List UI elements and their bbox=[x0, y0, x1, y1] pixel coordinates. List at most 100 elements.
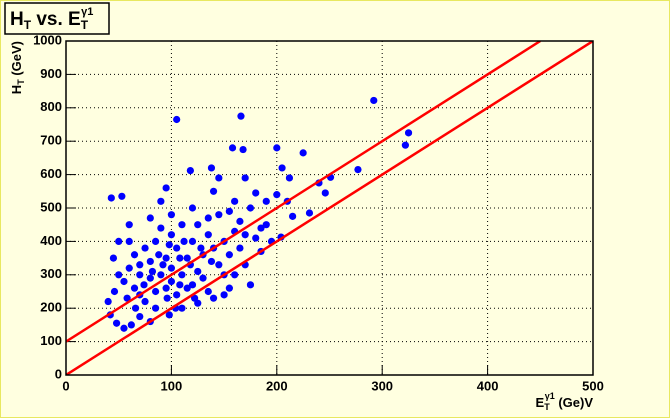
title-part: vs. E bbox=[31, 9, 81, 30]
point bbox=[225, 251, 233, 259]
y-tick-label: 1000 bbox=[33, 32, 62, 47]
point bbox=[107, 194, 115, 202]
point bbox=[173, 291, 181, 299]
point bbox=[194, 221, 202, 229]
y-tick-label: 200 bbox=[40, 300, 62, 315]
point bbox=[165, 241, 173, 249]
x-tick-label: 100 bbox=[161, 378, 183, 393]
point bbox=[197, 244, 205, 252]
point bbox=[404, 129, 413, 137]
point bbox=[186, 166, 194, 175]
label-part: T bbox=[544, 402, 550, 412]
label-part: T bbox=[16, 79, 26, 85]
y-axis-label: HT (GeV) bbox=[9, 41, 26, 94]
point bbox=[146, 214, 154, 222]
point bbox=[215, 211, 223, 219]
y-tick-label: 400 bbox=[40, 233, 62, 248]
point bbox=[204, 287, 212, 296]
label-part: (Ge)V bbox=[555, 395, 594, 410]
point bbox=[118, 192, 126, 200]
point bbox=[146, 274, 154, 282]
point bbox=[220, 291, 228, 299]
point bbox=[123, 294, 131, 302]
reference-line bbox=[66, 41, 541, 343]
x-tick-label: 0 bbox=[62, 378, 69, 393]
point bbox=[228, 144, 237, 152]
point bbox=[262, 221, 270, 229]
x-tick-label: 400 bbox=[477, 378, 499, 393]
point bbox=[141, 297, 149, 306]
point bbox=[167, 231, 175, 239]
point bbox=[199, 274, 207, 282]
point bbox=[241, 174, 249, 182]
point bbox=[183, 284, 191, 292]
title-part: T bbox=[81, 18, 89, 32]
point bbox=[151, 304, 160, 312]
point bbox=[190, 294, 199, 302]
chart-title: HT vs. ETγ1 bbox=[10, 6, 93, 32]
label-part: H bbox=[9, 85, 24, 94]
point bbox=[157, 224, 165, 232]
point bbox=[215, 174, 223, 182]
point bbox=[167, 264, 175, 272]
point bbox=[115, 237, 123, 245]
point bbox=[273, 144, 281, 152]
point bbox=[225, 207, 233, 215]
point bbox=[176, 281, 184, 289]
point bbox=[204, 214, 212, 222]
point bbox=[370, 96, 378, 105]
point bbox=[246, 204, 255, 212]
point bbox=[289, 212, 297, 220]
point bbox=[141, 244, 149, 252]
point bbox=[151, 287, 160, 296]
title-box bbox=[4, 2, 110, 35]
point bbox=[120, 277, 128, 286]
point bbox=[151, 237, 160, 245]
point bbox=[176, 254, 184, 262]
point bbox=[178, 271, 186, 279]
point bbox=[104, 297, 112, 306]
point bbox=[262, 197, 270, 205]
label-part: E bbox=[536, 395, 545, 410]
point bbox=[188, 204, 197, 212]
point bbox=[207, 257, 216, 266]
y-tick-label: 500 bbox=[40, 199, 62, 214]
point bbox=[225, 284, 233, 292]
point bbox=[157, 197, 165, 205]
point bbox=[120, 324, 128, 332]
title-part: T bbox=[24, 18, 32, 32]
point bbox=[136, 312, 144, 321]
label-part: γ1 bbox=[545, 391, 555, 401]
point bbox=[305, 209, 314, 217]
point bbox=[354, 165, 362, 174]
point bbox=[273, 191, 281, 199]
y-tick-label: 300 bbox=[40, 266, 62, 281]
point bbox=[278, 164, 286, 172]
point bbox=[148, 267, 157, 276]
point bbox=[194, 267, 202, 276]
point bbox=[178, 221, 186, 229]
y-tick-label: 600 bbox=[40, 166, 62, 181]
y-tick-label: 700 bbox=[40, 133, 62, 148]
point bbox=[299, 149, 307, 157]
plot-frame bbox=[65, 40, 594, 376]
point bbox=[209, 187, 218, 195]
point bbox=[237, 112, 245, 120]
point bbox=[115, 271, 123, 279]
x-tick-label: 200 bbox=[266, 378, 288, 393]
point bbox=[231, 197, 239, 205]
y-tick-label: 0 bbox=[55, 366, 62, 381]
point bbox=[236, 244, 244, 252]
point bbox=[162, 184, 170, 192]
point bbox=[127, 321, 135, 329]
point bbox=[130, 284, 139, 292]
point bbox=[252, 189, 260, 197]
point bbox=[209, 294, 218, 302]
point bbox=[252, 234, 260, 242]
point bbox=[173, 115, 181, 124]
point bbox=[163, 294, 171, 302]
y-tick-label: 900 bbox=[40, 66, 62, 81]
point bbox=[257, 224, 265, 232]
label-part: (GeV) bbox=[9, 41, 24, 79]
